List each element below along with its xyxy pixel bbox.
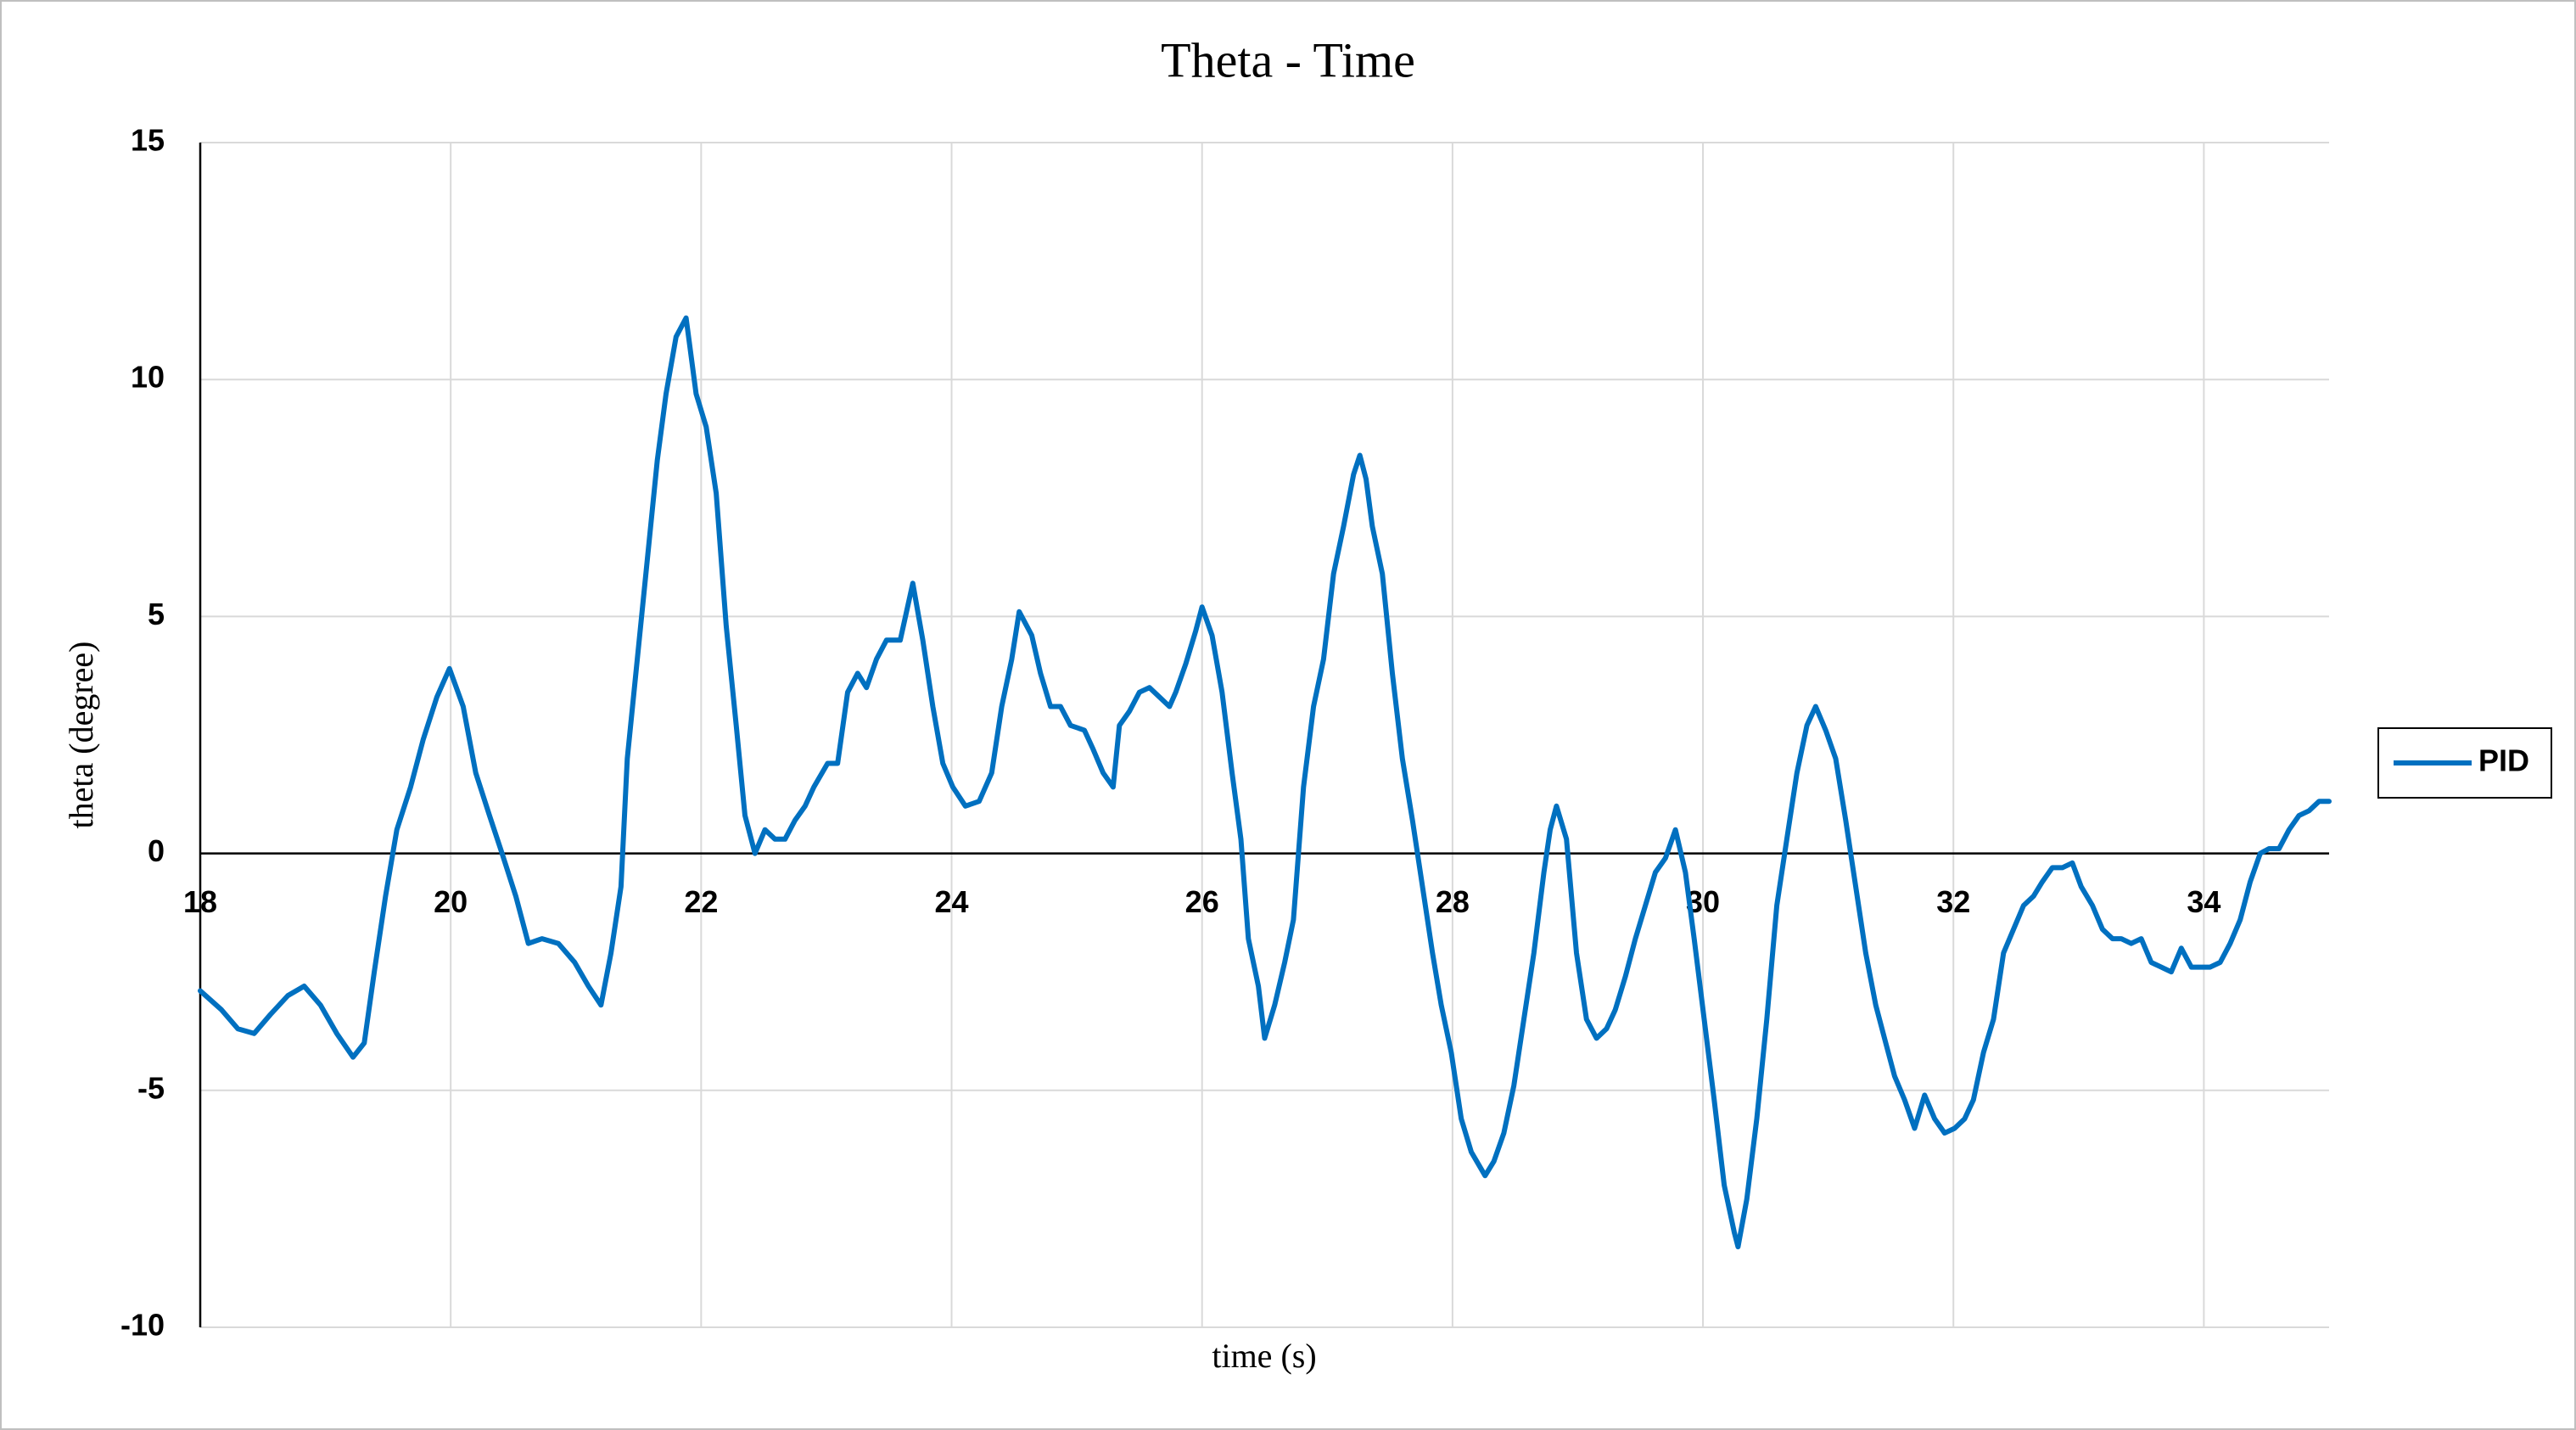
plot-area — [198, 315, 2332, 1250]
x-tick-label: 32 — [1936, 884, 1970, 919]
y-tick-label: 5 — [148, 597, 165, 631]
y-tick-label: -10 — [120, 1308, 165, 1343]
x-tick-label: 28 — [1436, 884, 1470, 919]
y-tick-label: 10 — [131, 360, 165, 395]
data-line — [198, 315, 2332, 1250]
legend: PID — [2377, 727, 2552, 799]
chart-title: Theta - Time — [1161, 32, 1415, 87]
x-tick-label: 34 — [2187, 884, 2220, 919]
x-tick-label: 20 — [434, 884, 468, 919]
y-tick-label: 15 — [131, 123, 165, 158]
y-tick-label: 0 — [148, 833, 165, 868]
x-tick-label: 22 — [684, 884, 718, 919]
legend-label: PID — [2478, 743, 2529, 778]
x-tick-label: 24 — [935, 884, 969, 919]
y-tick-label: -5 — [137, 1070, 165, 1105]
x-axis-title: time (s) — [1212, 1337, 1316, 1375]
y-axis-title: theta (degree) — [62, 642, 100, 829]
x-tick-label: 26 — [1185, 884, 1219, 919]
